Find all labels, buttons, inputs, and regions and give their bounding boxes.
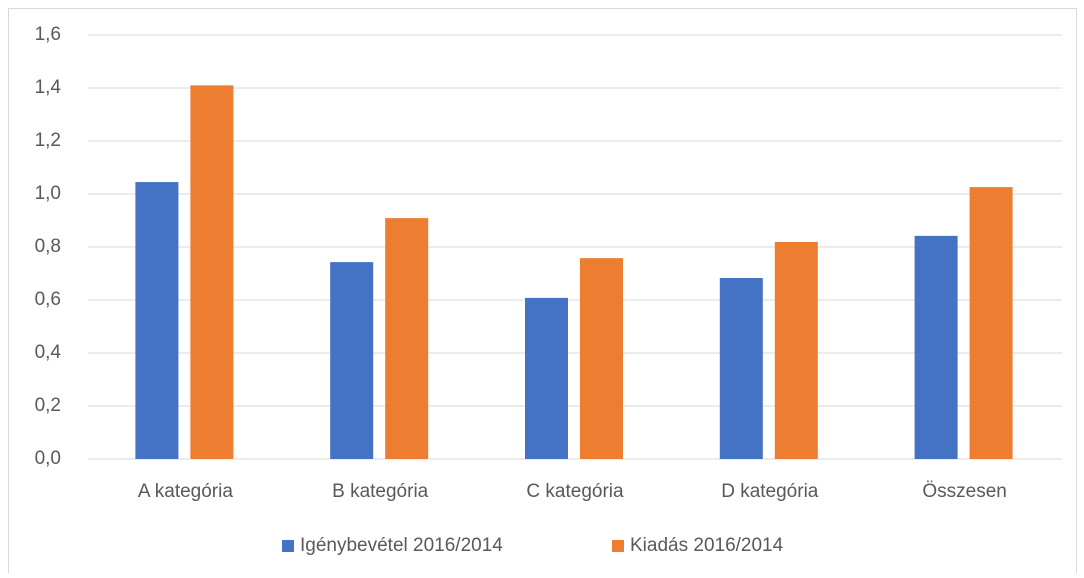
bar — [330, 262, 374, 459]
bar — [135, 182, 179, 459]
bar — [190, 85, 234, 459]
y-tick-label: 0,4 — [35, 342, 62, 363]
bar — [719, 278, 763, 459]
bar — [774, 241, 818, 459]
bar — [914, 235, 958, 459]
x-tick-label: Összesen — [922, 481, 1006, 502]
y-tick-label: 0,8 — [35, 236, 61, 257]
legend-swatch — [612, 540, 624, 552]
y-tick-label: 1,0 — [35, 183, 61, 204]
bar — [525, 297, 568, 459]
y-tick-label: 0,0 — [35, 448, 61, 469]
legend-swatch — [282, 540, 294, 552]
y-tick-label: 1,2 — [35, 130, 61, 151]
x-tick-label: B kategória — [332, 481, 429, 502]
y-tick-label: 1,4 — [35, 77, 62, 98]
x-tick-label: D kategória — [721, 481, 819, 502]
bar — [580, 258, 623, 459]
y-tick-label: 0,6 — [35, 289, 61, 310]
legend-label: Igénybevétel 2016/2014 — [300, 535, 503, 556]
y-tick-label: 0,2 — [35, 395, 61, 416]
bar — [969, 187, 1013, 460]
chart-frame — [8, 8, 1077, 578]
y-tick-label: 1,6 — [35, 24, 61, 45]
x-tick-label: A kategória — [138, 481, 233, 502]
bar — [385, 218, 429, 459]
x-tick-label: C kategória — [526, 481, 624, 502]
legend-label: Kiadás 2016/2014 — [630, 535, 784, 556]
